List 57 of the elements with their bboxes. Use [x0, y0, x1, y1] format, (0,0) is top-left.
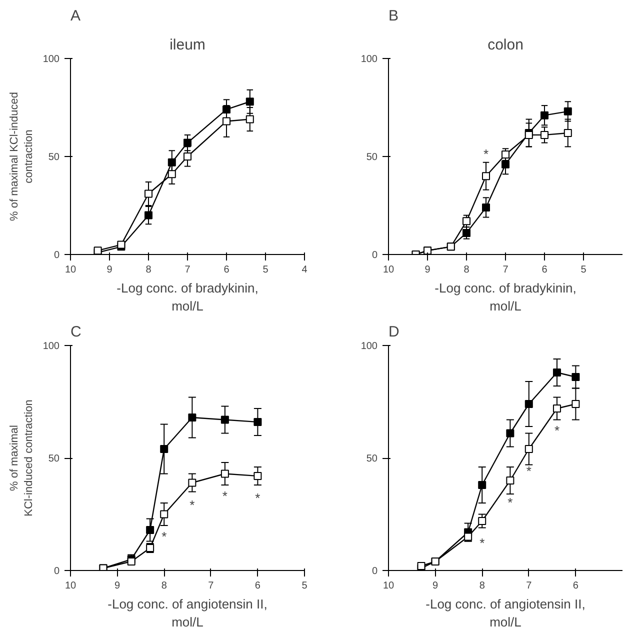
- x-axis-title: -Log conc. of angiotensin II, mol/L: [108, 596, 268, 630]
- x-tick-label: 9: [424, 264, 431, 276]
- y-tick-label: 50: [366, 454, 378, 464]
- x-tick-label: 9: [106, 264, 113, 276]
- x-tick-label: 10: [64, 580, 76, 592]
- annotation: *: [526, 464, 532, 478]
- y-tick-label: 0: [54, 566, 60, 577]
- chart-subtitle: ileum: [170, 36, 206, 54]
- y-tick-label: 50: [366, 152, 378, 163]
- x-tick-label: 7: [526, 580, 532, 592]
- annotation: *: [554, 423, 560, 438]
- chart-title: D: [388, 324, 400, 340]
- annotation: *: [483, 146, 489, 162]
- y-tick-label: 50: [48, 152, 60, 163]
- y-tick-label: 100: [360, 54, 378, 65]
- x-tick-label: 5: [302, 580, 308, 592]
- x-tick-label: 6: [542, 264, 548, 276]
- y-tick-label: 100: [360, 341, 378, 352]
- x-tick-label: 5: [262, 264, 269, 276]
- x-tick-label: 10: [382, 580, 394, 592]
- x-tick-label: 8: [161, 580, 168, 592]
- annotation: *: [255, 490, 260, 506]
- annotation: *: [190, 497, 195, 512]
- y-axis-title: % of maximal KCl-induced contraction: [8, 400, 35, 516]
- x-tick-label: 5: [580, 264, 587, 276]
- y-axis-title: % of maximal KCl-induced contraction: [8, 92, 35, 221]
- annotation: *: [222, 488, 228, 504]
- x-tick-label: 4: [302, 264, 308, 276]
- x-tick-label: 7: [184, 264, 191, 276]
- chart-title: A: [70, 8, 81, 24]
- y-tick-label: 100: [42, 341, 60, 352]
- y-tick-label: 0: [54, 250, 60, 261]
- chart-title: B: [388, 8, 399, 24]
- y-tick-label: 50: [48, 454, 60, 464]
- annotation: *: [162, 528, 167, 544]
- x-tick-label: 10: [382, 264, 394, 276]
- y-tick-label: 0: [372, 566, 378, 577]
- chart-title: C: [70, 324, 82, 340]
- x-tick-label: 9: [432, 580, 439, 592]
- x-axis-title: -Log conc. of angiotensin II, mol/L: [426, 596, 586, 630]
- y-tick-label: 0: [372, 250, 378, 261]
- x-tick-label: 6: [224, 264, 230, 276]
- x-tick-label: 8: [464, 264, 470, 276]
- y-tick-label: 100: [42, 54, 60, 65]
- x-axis-title: -Log conc. of bradykinin, mol/L: [434, 280, 576, 314]
- x-tick-label: 8: [479, 580, 486, 592]
- x-tick-label: 9: [114, 580, 121, 592]
- x-tick-label: 7: [502, 264, 509, 276]
- annotation: *: [508, 495, 513, 510]
- annotation: *: [480, 536, 485, 550]
- chart-subtitle: colon: [488, 36, 524, 54]
- x-tick-label: 10: [64, 264, 76, 276]
- x-tick-label: 6: [572, 580, 579, 592]
- x-tick-label: 7: [208, 580, 214, 592]
- x-tick-label: 8: [146, 264, 152, 276]
- x-tick-label: 6: [254, 580, 261, 592]
- x-axis-title: -Log conc. of bradykinin, mol/L: [116, 280, 258, 314]
